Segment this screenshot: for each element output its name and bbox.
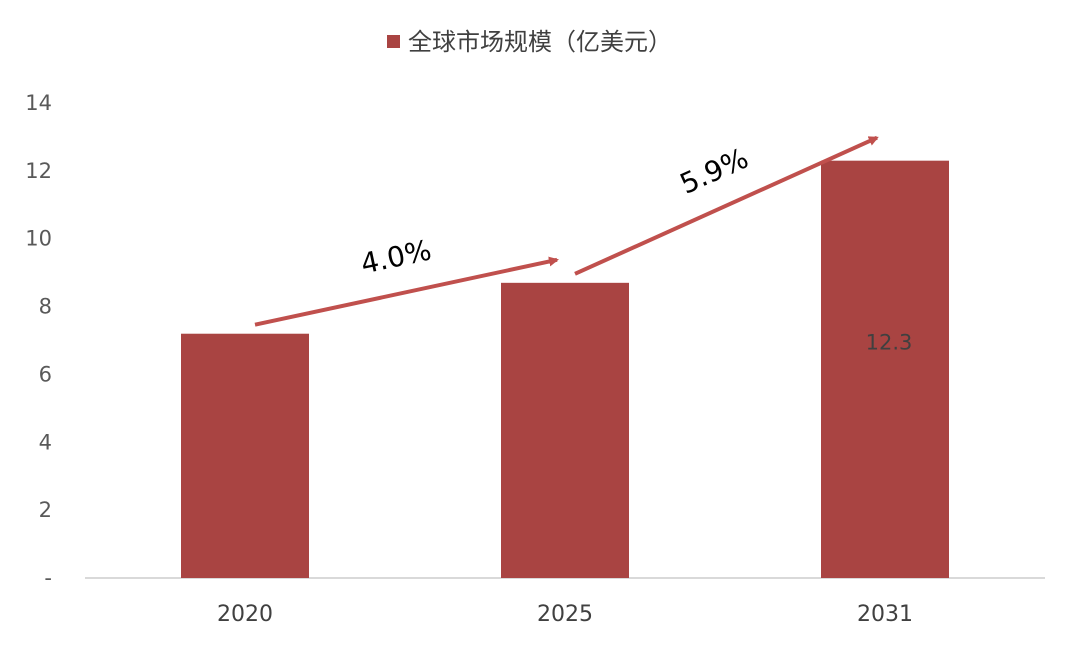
growth-arrow	[254, 256, 559, 327]
y-tick-label: 10	[25, 227, 52, 251]
growth-rate-label: 4.0%	[358, 233, 434, 280]
bar-2025	[501, 282, 629, 578]
y-tick-label: 8	[39, 295, 52, 319]
x-tick-label: 2020	[217, 602, 273, 627]
y-tick-label: 2	[39, 498, 52, 522]
growth-arrow	[574, 135, 879, 276]
bar-2031	[821, 160, 949, 578]
y-tick-label: 12	[25, 159, 52, 183]
data-labels: 12.3	[866, 330, 913, 354]
x-axis-ticks: 2020 2025 2031	[217, 602, 913, 627]
y-tick-label: 4	[39, 430, 52, 454]
legend: 全球市场规模（亿美元）	[387, 28, 672, 56]
legend-swatch	[387, 35, 400, 48]
legend-label: 全球市场规模（亿美元）	[408, 28, 672, 56]
x-tick-label: 2031	[857, 602, 913, 627]
bars	[181, 160, 949, 578]
y-tick-label: -	[44, 566, 52, 590]
growth-rate-label: 5.9%	[675, 141, 753, 200]
bar-2020	[181, 333, 309, 578]
x-tick-label: 2025	[537, 602, 593, 627]
data-label: 12.3	[866, 330, 913, 354]
y-axis-ticks: - 2 4 6 8 10 12 14	[25, 91, 52, 590]
y-tick-label: 6	[39, 362, 52, 386]
y-tick-label: 14	[25, 91, 52, 115]
